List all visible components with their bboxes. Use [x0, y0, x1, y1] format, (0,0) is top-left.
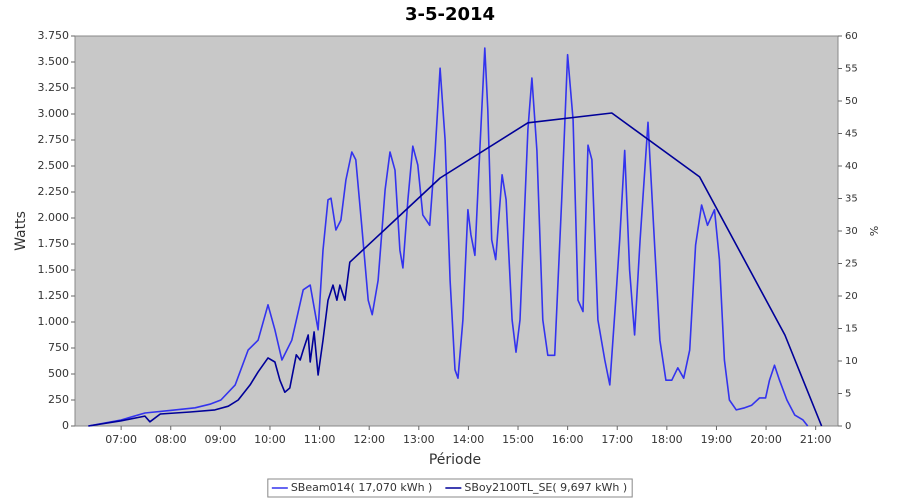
- y-tick-label: 1.500: [38, 263, 70, 276]
- y2-tick-label: 25: [845, 259, 858, 270]
- y2-tick-label: 15: [845, 324, 858, 335]
- x-tick-label: 16:00: [552, 433, 584, 446]
- series-line: [88, 47, 809, 427]
- x-tick-label: 08:00: [155, 433, 187, 446]
- plot-background: [74, 35, 839, 427]
- legend: SBeam014( 17,070 kWh ) SBoy2100TL_SE( 9,6…: [267, 478, 633, 498]
- y-tick-label: 250: [48, 393, 69, 406]
- x-tick-label: 07:00: [105, 433, 137, 446]
- chart-title: 3-5-2014: [405, 4, 495, 25]
- y2-tick-label: 20: [845, 291, 858, 302]
- y-axis-title: Watts: [13, 211, 29, 251]
- x-tick-label: 11:00: [304, 433, 336, 446]
- y2-tick-label: 50: [845, 96, 858, 107]
- x-tick-label: 18:00: [651, 433, 683, 446]
- y-tick-label: 750: [48, 341, 69, 354]
- y-tick-label: 3.750: [38, 29, 70, 42]
- y2-axis-title: %: [867, 226, 880, 236]
- series-line: [88, 112, 823, 427]
- y-tick-label: 2.750: [38, 133, 70, 146]
- x-tick-label: 17:00: [601, 433, 633, 446]
- y-tick-label: 3.250: [38, 81, 70, 94]
- y-tick-label: 1.000: [38, 315, 70, 328]
- y-tick-label: 500: [48, 367, 69, 380]
- legend-label: SBeam014( 17,070 kWh ): [291, 481, 433, 494]
- y-tick-label: 3.500: [38, 55, 70, 68]
- y2-tick-label: 5: [845, 389, 851, 400]
- y-tick-label: 1.750: [38, 237, 70, 250]
- y-tick-label: 2.000: [38, 211, 70, 224]
- x-tick-label: 13:00: [403, 433, 435, 446]
- x-tick-label: 21:00: [800, 433, 832, 446]
- x-axis-title: Période: [429, 452, 481, 468]
- x-tick-label: 14:00: [453, 433, 485, 446]
- y2-tick-label: 40: [845, 161, 858, 172]
- x-tick-label: 12:00: [353, 433, 385, 446]
- y2-tick-label: 0: [845, 421, 851, 432]
- y2-tick-label: 35: [845, 194, 858, 205]
- y2-tick-label: 30: [845, 226, 858, 237]
- x-tick-label: 19:00: [701, 433, 733, 446]
- x-tick-label: 09:00: [205, 433, 237, 446]
- y2-tick-label: 10: [845, 356, 858, 367]
- x-tick-label: 15:00: [502, 433, 534, 446]
- y-tick-label: 0: [62, 419, 69, 432]
- x-tick-label: 10:00: [254, 433, 286, 446]
- y2-tick-label: 45: [845, 129, 858, 140]
- y-tick-label: 1.250: [38, 289, 70, 302]
- y2-tick-label: 55: [845, 64, 858, 75]
- y-tick-label: 2.500: [38, 159, 70, 172]
- y2-tick-label: 60: [845, 31, 858, 42]
- y-tick-label: 2.250: [38, 185, 70, 198]
- y-tick-label: 3.000: [38, 107, 70, 120]
- x-tick-label: 20:00: [750, 433, 782, 446]
- legend-label: SBoy2100TL_SE( 9,697 kWh ): [464, 481, 627, 494]
